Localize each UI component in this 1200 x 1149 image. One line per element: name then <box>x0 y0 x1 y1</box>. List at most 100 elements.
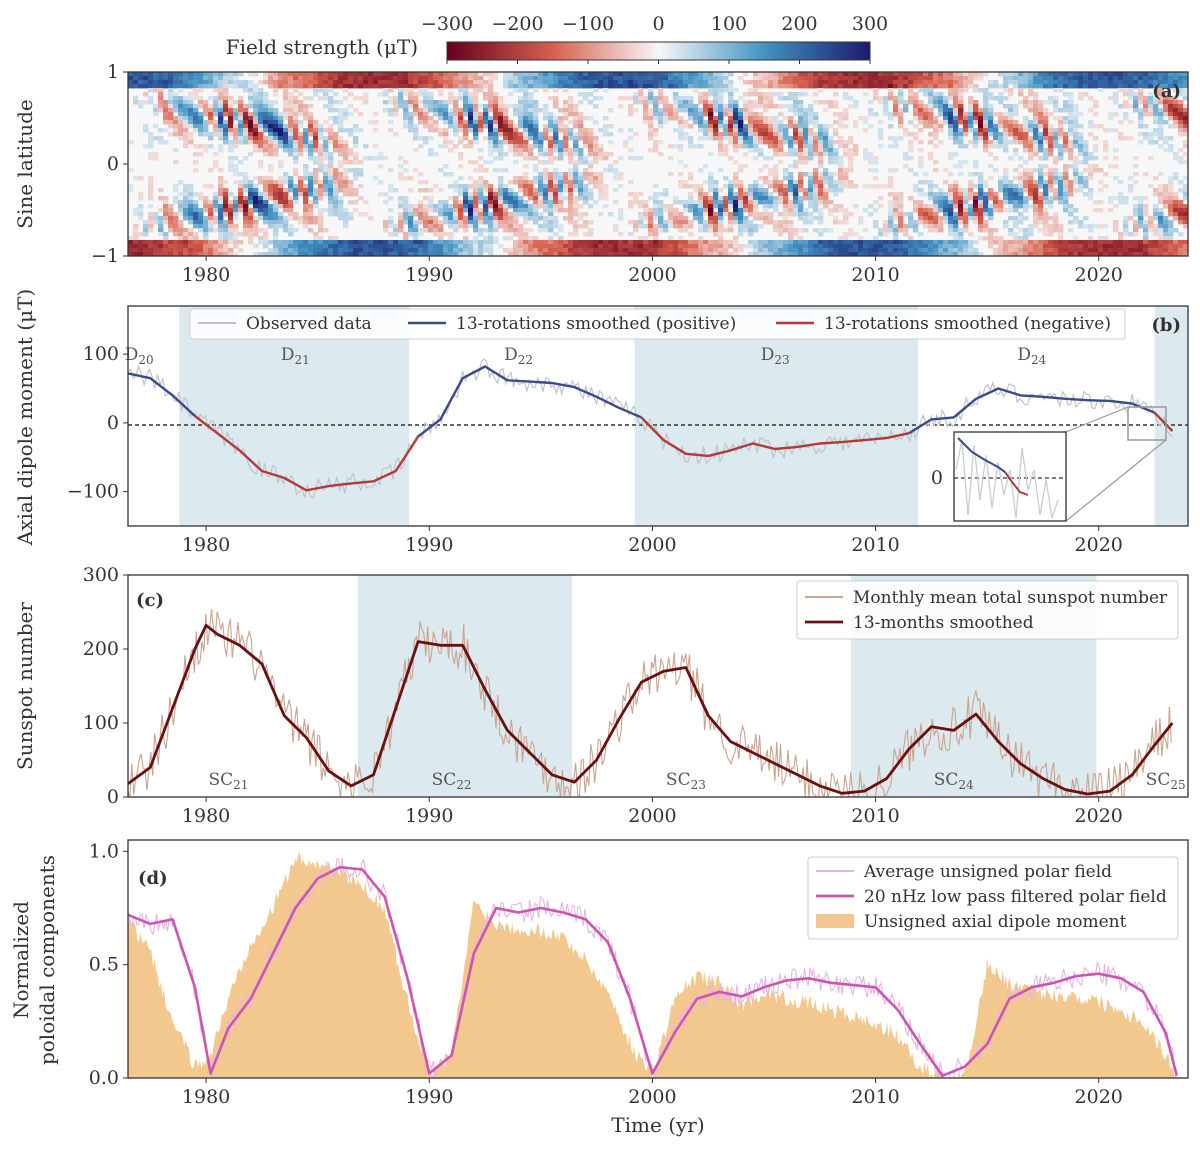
heatmap-cell <box>783 104 789 109</box>
heatmap-cell <box>903 224 909 229</box>
heatmap-cell <box>253 104 259 109</box>
heatmap-cell <box>713 76 719 81</box>
heatmap-cell <box>233 244 239 249</box>
heatmap-cell <box>503 112 509 117</box>
heatmap-cell <box>988 208 994 213</box>
heatmap-cell <box>638 216 644 221</box>
heatmap-cell <box>283 76 289 81</box>
heatmap-cell <box>498 108 504 113</box>
heatmap-cell <box>363 200 369 205</box>
heatmap-cell <box>273 184 279 189</box>
heatmap-cell <box>278 144 284 149</box>
heatmap-cell <box>813 136 819 141</box>
heatmap-cell <box>828 104 834 109</box>
heatmap-cell <box>808 252 814 256</box>
heatmap-cell <box>468 192 474 197</box>
heatmap-cell <box>323 192 329 197</box>
heatmap-cell <box>443 116 449 121</box>
heatmap-cell <box>878 196 884 201</box>
heatmap-cell <box>448 252 454 256</box>
heatmap-cell <box>568 208 574 213</box>
heatmap-cell <box>963 208 969 213</box>
heatmap-cell <box>303 244 309 249</box>
heatmap-cell <box>243 200 249 205</box>
heatmap-cell <box>963 212 969 217</box>
heatmap-cell <box>568 100 574 105</box>
heatmap-cell <box>153 212 159 217</box>
heatmap-cell <box>578 152 584 157</box>
heatmap-cell <box>283 196 289 201</box>
heatmap-cell <box>313 156 319 161</box>
heatmap-cell <box>243 80 249 85</box>
heatmap-cell <box>773 184 779 189</box>
heatmap-cell <box>243 128 249 133</box>
heatmap-cell <box>498 200 504 205</box>
heatmap-cell <box>328 152 334 157</box>
heatmap-cell <box>828 208 834 213</box>
heatmap-cell <box>803 196 809 201</box>
heatmap-cell <box>938 140 944 145</box>
heatmap-cell <box>753 120 759 125</box>
heatmap-cell <box>808 120 814 125</box>
heatmap-cell <box>588 140 594 145</box>
heatmap-cell <box>788 104 794 109</box>
heatmap-cell <box>868 244 874 249</box>
heatmap-cell <box>868 184 874 189</box>
heatmap-cell <box>638 76 644 81</box>
heatmap-cell <box>718 200 724 205</box>
heatmap-cell <box>553 188 559 193</box>
heatmap-cell <box>373 120 379 125</box>
heatmap-cell <box>843 140 849 145</box>
heatmap-cell <box>848 164 854 169</box>
heatmap-cell <box>298 176 304 181</box>
heatmap-cell <box>158 104 164 109</box>
heatmap-cell <box>528 124 534 129</box>
heatmap-cell <box>553 208 559 213</box>
heatmap-cell <box>573 120 579 125</box>
heatmap-cell <box>328 72 334 77</box>
heatmap-cell <box>933 116 939 121</box>
heatmap-cell <box>413 204 419 209</box>
heatmap-cell <box>823 84 829 89</box>
heatmap-cell <box>658 80 664 85</box>
heatmap-cell <box>443 108 449 113</box>
heatmap-cell <box>313 188 319 193</box>
heatmap-cell <box>288 200 294 205</box>
heatmap-cell <box>173 76 179 81</box>
heatmap-cell <box>893 144 899 149</box>
heatmap-cell <box>478 84 484 89</box>
heatmap-cell <box>223 92 229 97</box>
heatmap-cell <box>303 116 309 121</box>
heatmap-cell <box>933 168 939 173</box>
heatmap-cell <box>853 84 859 89</box>
heatmap-cell <box>463 80 469 85</box>
heatmap-cell <box>833 204 839 209</box>
heatmap-cell <box>148 144 154 149</box>
heatmap-cell <box>983 72 989 77</box>
heatmap-cell <box>508 132 514 137</box>
heatmap-cell <box>448 76 454 81</box>
heatmap-cell <box>503 116 509 121</box>
heatmap-cell <box>763 108 769 113</box>
heatmap-cell <box>438 72 444 77</box>
heatmap-cell <box>473 236 479 241</box>
heatmap-cell <box>993 84 999 89</box>
heatmap-cell <box>448 148 454 153</box>
heatmap-cell <box>988 216 994 221</box>
heatmap-cell <box>458 124 464 129</box>
heatmap-cell <box>588 196 594 201</box>
heatmap-cell <box>283 176 289 181</box>
heatmap-cell <box>973 240 979 245</box>
heatmap-cell <box>573 184 579 189</box>
heatmap-cell <box>323 96 329 101</box>
heatmap-cell <box>243 124 249 129</box>
heatmap-cell <box>978 128 984 133</box>
heatmap-cell <box>668 108 674 113</box>
heatmap-cell <box>323 180 329 185</box>
heatmap-cell <box>423 136 429 141</box>
heatmap-cell <box>888 72 894 77</box>
heatmap-cell <box>513 196 519 201</box>
heatmap-cell <box>428 224 434 229</box>
heatmap-cell <box>458 136 464 141</box>
heatmap-cell <box>338 184 344 189</box>
